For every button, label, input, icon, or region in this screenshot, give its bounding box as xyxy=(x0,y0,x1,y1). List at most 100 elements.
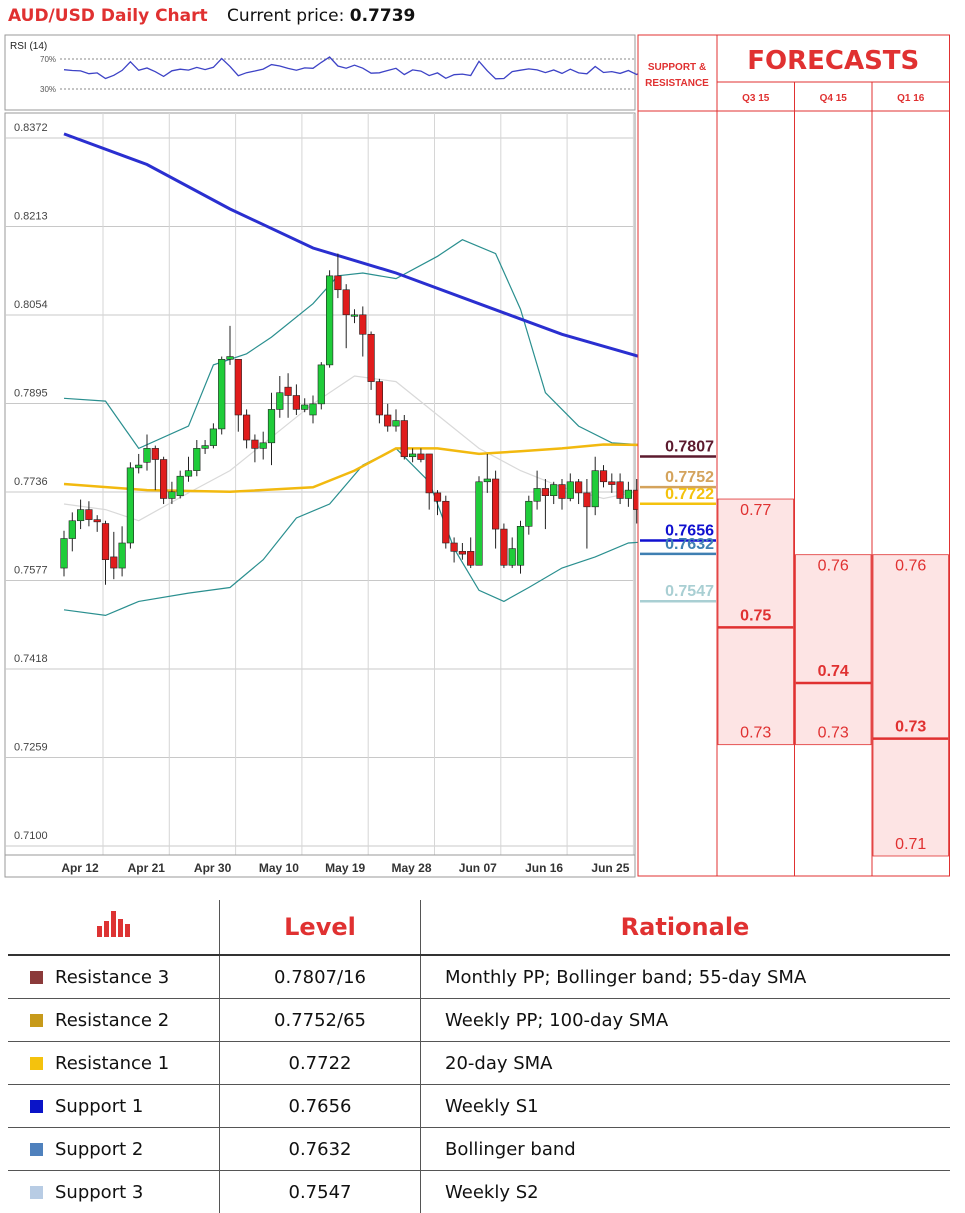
candle-up xyxy=(135,465,142,468)
candle-down xyxy=(360,315,367,334)
candle-up xyxy=(194,448,201,470)
level-rationale: Weekly PP; 100-day SMA xyxy=(421,999,951,1042)
candle-down xyxy=(94,520,101,522)
x-tick-label: Jun 25 xyxy=(591,861,629,875)
candle-up xyxy=(509,549,516,566)
candle-up xyxy=(393,421,400,427)
x-tick-label: Apr 21 xyxy=(128,861,166,875)
level-value: 0.7752/65 xyxy=(220,999,421,1042)
level-name: Resistance 3 xyxy=(55,967,169,988)
sr-level-value: 0.7632 xyxy=(665,536,714,553)
candle-down xyxy=(418,454,425,460)
level-color-swatch xyxy=(30,1100,43,1113)
sr-header-line2: RESISTANCE xyxy=(645,78,709,89)
rsi-panel xyxy=(5,35,635,110)
rsi-level-label: 30% xyxy=(40,85,56,94)
forecast-low: 0.73 xyxy=(740,725,771,742)
candle-up xyxy=(550,485,557,496)
forecast-mid: 0.73 xyxy=(895,719,926,736)
level-name: Support 2 xyxy=(55,1139,143,1160)
candle-down xyxy=(252,440,259,448)
forecast-low: 0.73 xyxy=(818,725,849,742)
level-name-cell: Support 2 xyxy=(8,1128,220,1171)
candle-up xyxy=(534,488,541,501)
forecasts-title: FORECASTS xyxy=(747,46,919,76)
candle-up xyxy=(61,539,68,569)
x-tick-label: Jun 07 xyxy=(459,861,497,875)
forecast-range-box xyxy=(796,555,872,745)
candle-down xyxy=(492,479,499,529)
candle-up xyxy=(625,490,632,498)
candle-down xyxy=(575,482,582,493)
candle-down xyxy=(542,488,549,495)
candle-up xyxy=(484,479,491,482)
forecast-high: 0.76 xyxy=(818,558,849,575)
table-header-icon-cell xyxy=(8,900,220,955)
level-name-cell: Resistance 1 xyxy=(8,1042,220,1085)
x-tick-label: May 10 xyxy=(259,861,299,875)
candle-down xyxy=(376,382,383,415)
level-color-swatch xyxy=(30,1057,43,1070)
sr-level-value: 0.7722 xyxy=(665,486,714,503)
candle-down xyxy=(102,524,109,560)
candle-up xyxy=(169,492,176,499)
candle-up xyxy=(592,471,599,507)
candle-up xyxy=(526,501,533,526)
y-tick-label: 0.8054 xyxy=(14,299,48,311)
candle-down xyxy=(609,482,616,485)
candle-down xyxy=(559,485,566,499)
y-tick-label: 0.7100 xyxy=(14,830,48,842)
y-tick-label: 0.7259 xyxy=(14,742,48,754)
candle-down xyxy=(152,448,159,459)
level-name-cell: Support 1 xyxy=(8,1085,220,1128)
candle-down xyxy=(467,551,474,565)
level-color-swatch xyxy=(30,1143,43,1156)
candle-up xyxy=(310,404,317,415)
candle-down xyxy=(443,501,450,543)
candle-down xyxy=(285,387,292,395)
y-tick-label: 0.7577 xyxy=(14,565,48,577)
forecast-col-label: Q1 16 xyxy=(897,93,925,104)
candle-down xyxy=(335,276,342,290)
candle-down xyxy=(401,421,408,457)
forecast-range-box xyxy=(873,555,949,856)
candle-up xyxy=(77,510,84,521)
candle-up xyxy=(567,482,574,499)
level-name: Support 1 xyxy=(55,1096,143,1117)
level-value: 0.7632 xyxy=(220,1128,421,1171)
forecast-mid: 0.75 xyxy=(740,607,771,624)
x-tick-label: Jun 16 xyxy=(525,861,563,875)
forecast-high: 0.76 xyxy=(895,558,926,575)
x-tick-label: May 19 xyxy=(325,861,365,875)
candle-down xyxy=(86,510,93,520)
chart-canvas: RSI (14)70%30% 0.83720.82130.80540.78950… xyxy=(0,0,965,878)
candle-up xyxy=(119,543,126,568)
y-tick-label: 0.8372 xyxy=(14,122,48,134)
candle-up xyxy=(326,276,333,365)
rationale-header: Rationale xyxy=(421,900,951,955)
candle-up xyxy=(318,365,325,404)
forecast-low: 0.71 xyxy=(895,836,926,853)
level-rationale: Bollinger band xyxy=(421,1128,951,1171)
candle-up xyxy=(351,315,358,317)
y-tick-label: 0.7895 xyxy=(14,388,48,400)
forecast-high: 0.77 xyxy=(740,502,771,519)
candle-up xyxy=(517,526,524,565)
level-rationale: Weekly S2 xyxy=(421,1171,951,1213)
candle-up xyxy=(476,482,483,565)
candle-down xyxy=(384,415,391,426)
level-name: Resistance 2 xyxy=(55,1010,169,1031)
candle-up xyxy=(144,448,151,462)
level-value: 0.7656 xyxy=(220,1085,421,1128)
candle-up xyxy=(177,476,184,495)
level-color-swatch xyxy=(30,971,43,984)
candle-down xyxy=(451,543,458,551)
sr-level-value: 0.7752 xyxy=(665,469,714,486)
